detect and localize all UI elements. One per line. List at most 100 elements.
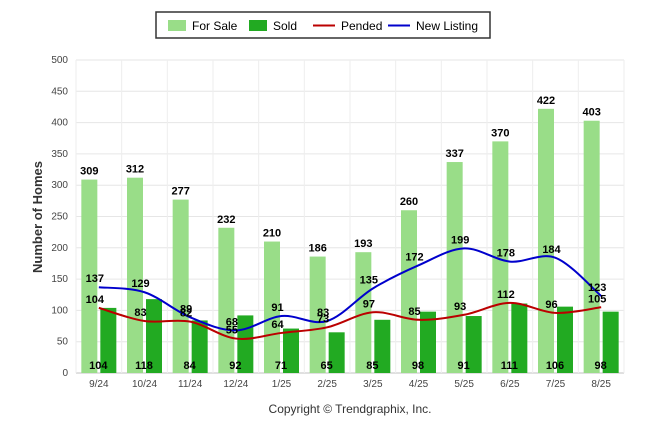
label-pended: 105 bbox=[588, 293, 606, 305]
label-new-listing: 178 bbox=[497, 248, 515, 260]
label-sold: 98 bbox=[412, 360, 424, 372]
line-new-listing bbox=[98, 247, 602, 332]
legend-label-new-listing: New Listing bbox=[416, 19, 478, 33]
x-tick-label: 10/24 bbox=[132, 379, 157, 390]
data-labels: 309 312 277 232 210 186 193 260 337 370 422 403 104 1… bbox=[80, 95, 607, 372]
bar-for-sale bbox=[538, 108, 554, 373]
label-sold: 65 bbox=[321, 360, 333, 372]
label-pended: 64 bbox=[271, 319, 284, 331]
label-sold: 84 bbox=[184, 360, 197, 372]
bar-for-sale bbox=[264, 241, 280, 373]
y-tick-label: 0 bbox=[62, 368, 68, 379]
x-tick-label: 5/25 bbox=[454, 379, 474, 390]
label-new-listing: 184 bbox=[542, 244, 561, 256]
bar-for-sale bbox=[446, 162, 463, 373]
y-tick-label: 200 bbox=[51, 243, 68, 254]
label-for-sale: 312 bbox=[126, 164, 144, 176]
label-pended: 96 bbox=[545, 299, 557, 311]
label-sold: 91 bbox=[458, 360, 470, 372]
label-for-sale: 403 bbox=[582, 107, 600, 119]
label-new-listing: 137 bbox=[86, 273, 104, 285]
label-sold: 106 bbox=[546, 360, 564, 372]
bar-for-sale bbox=[309, 256, 326, 373]
label-for-sale: 422 bbox=[537, 95, 555, 107]
bar-sold bbox=[146, 299, 162, 373]
x-tick-label: 12/24 bbox=[223, 379, 248, 390]
x-tick-label: 3/25 bbox=[363, 379, 383, 390]
y-tick-label: 250 bbox=[51, 212, 68, 223]
legend: For Sale Sold Pended New Listing bbox=[155, 11, 491, 39]
label-pended: 104 bbox=[86, 294, 105, 306]
y-tick-label: 500 bbox=[51, 55, 68, 66]
bar-sold bbox=[100, 307, 117, 373]
lines bbox=[98, 247, 602, 340]
label-pended: 55 bbox=[226, 325, 238, 337]
legend-label-pended: Pended bbox=[341, 19, 382, 33]
label-for-sale: 309 bbox=[80, 166, 98, 178]
label-sold: 104 bbox=[89, 360, 108, 372]
label-pended: 83 bbox=[134, 307, 146, 319]
copyright-text: Copyright © Trendgraphix, Inc. bbox=[269, 402, 432, 416]
label-pended: 112 bbox=[497, 289, 515, 301]
legend-swatch-for-sale bbox=[168, 20, 186, 31]
x-tick-label: 8/25 bbox=[591, 379, 611, 390]
bar-for-sale bbox=[583, 120, 600, 373]
label-sold: 85 bbox=[366, 360, 378, 372]
y-tick-label: 450 bbox=[51, 86, 68, 97]
bar-sold bbox=[420, 311, 436, 373]
bar-sold bbox=[328, 332, 345, 373]
y-tick-label: 100 bbox=[51, 305, 68, 316]
x-tick-label: 7/25 bbox=[546, 379, 566, 390]
x-tick-label: 6/25 bbox=[500, 379, 520, 390]
bar-for-sale bbox=[81, 179, 98, 373]
label-for-sale: 186 bbox=[308, 243, 326, 255]
bar-for-sale bbox=[172, 199, 189, 373]
y-tick-label: 300 bbox=[51, 180, 68, 191]
label-pended: 97 bbox=[363, 298, 375, 310]
axes: 0 50 100 150 200 250 300 350 400 450 500 9/24 10/24 1… bbox=[51, 55, 611, 390]
legend-label-for-sale: For Sale bbox=[192, 19, 238, 33]
label-new-listing: 172 bbox=[405, 251, 423, 263]
label-for-sale: 193 bbox=[354, 238, 372, 250]
bar-sold bbox=[191, 320, 208, 373]
x-tick-label: 9/24 bbox=[89, 379, 109, 390]
label-new-listing: 129 bbox=[131, 278, 149, 290]
label-new-listing: 199 bbox=[451, 234, 469, 246]
label-new-listing: 135 bbox=[360, 274, 378, 286]
x-tick-label: 2/25 bbox=[317, 379, 337, 390]
bar-sold bbox=[511, 303, 528, 373]
y-axis-label: Number of Homes bbox=[30, 161, 45, 273]
label-new-listing: 89 bbox=[180, 303, 192, 315]
y-tick-label: 350 bbox=[51, 149, 68, 160]
bar-for-sale bbox=[492, 141, 509, 373]
bar-for-sale bbox=[218, 227, 235, 373]
bar-sold bbox=[374, 319, 391, 373]
label-for-sale: 232 bbox=[217, 214, 235, 226]
y-tick-label: 150 bbox=[51, 274, 68, 285]
bar-sold bbox=[602, 311, 619, 373]
label-for-sale: 370 bbox=[491, 127, 509, 139]
legend-label-sold: Sold bbox=[273, 19, 297, 33]
line-pended bbox=[98, 301, 602, 340]
label-new-listing: 68 bbox=[226, 316, 238, 328]
label-new-listing: 91 bbox=[271, 302, 283, 314]
label-for-sale: 210 bbox=[263, 228, 281, 240]
bar-for-sale bbox=[401, 210, 417, 373]
label-sold: 92 bbox=[229, 360, 241, 372]
label-new-listing: 83 bbox=[317, 307, 329, 319]
label-sold: 118 bbox=[135, 360, 153, 372]
bar-sold bbox=[557, 306, 573, 373]
y-tick-label: 50 bbox=[57, 337, 69, 348]
label-pended: 85 bbox=[408, 306, 420, 318]
label-new-listing: 123 bbox=[588, 282, 606, 294]
label-pended: 73 bbox=[317, 313, 329, 325]
label-sold: 71 bbox=[275, 360, 287, 372]
bar-sold bbox=[465, 316, 482, 373]
x-tick-label: 11/24 bbox=[178, 379, 203, 390]
label-pended: 82 bbox=[180, 308, 192, 320]
label-for-sale: 337 bbox=[445, 148, 463, 160]
bar-sold bbox=[283, 328, 299, 373]
label-sold: 98 bbox=[595, 360, 607, 372]
